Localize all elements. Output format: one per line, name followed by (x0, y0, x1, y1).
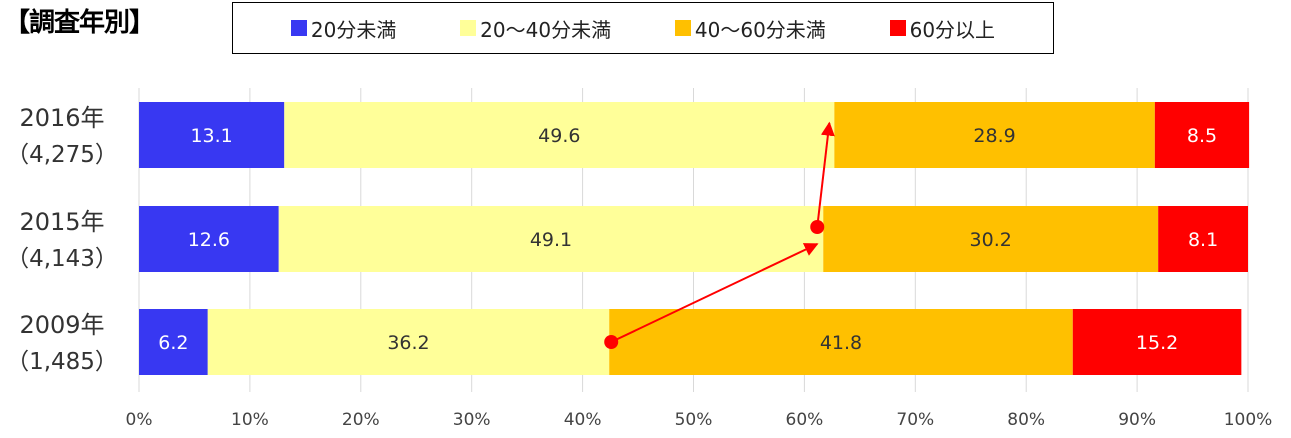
legend-swatch (674, 20, 691, 36)
trend-point (604, 335, 619, 349)
x-tick-label: 100% (1224, 410, 1273, 430)
chart-title: 【調査年別】 (4, 8, 155, 38)
bar-segment (834, 102, 1155, 168)
bar-segment (823, 206, 1159, 272)
data-label: 15.2 (1136, 332, 1178, 354)
data-label: 8.5 (1187, 125, 1217, 147)
bar-segment (278, 206, 824, 272)
x-tick-label: 70% (896, 410, 934, 430)
trend-point (810, 220, 825, 234)
category-year-label: 2009年 (19, 311, 104, 339)
legend-label: 20分未満 (310, 17, 397, 42)
bar-segment (139, 206, 279, 272)
trend-annotation (604, 121, 835, 349)
trend-arrow (816, 121, 835, 228)
bar-segment (1158, 206, 1248, 272)
bar-segment (284, 102, 835, 168)
legend-label: 60分以上 (909, 17, 996, 42)
legend-item: 40〜60分未満 (674, 14, 826, 43)
data-label: 49.6 (538, 125, 580, 147)
legend-swatch (460, 20, 477, 36)
x-tick-label: 50% (675, 410, 713, 430)
bar-segment (139, 102, 285, 168)
category-count-label: （1,485） (6, 349, 118, 375)
legend-item: 20〜40分未満 (460, 14, 611, 43)
x-axis-ticks: 0% 10% 20% 30% 40% 50% 60% 70% 80% 90% 100% (126, 410, 1273, 430)
x-tick-label: 10% (231, 410, 269, 430)
data-label: 28.9 (973, 125, 1015, 147)
data-label: 6.2 (158, 332, 188, 354)
category-labels: 2016年 （4,275） 2015年 （4,143） 2009年 （1,485） (6, 104, 118, 375)
data-label: 13.1 (190, 125, 232, 147)
bar-segment (207, 309, 610, 375)
category-year-label: 2015年 (19, 208, 104, 236)
data-labels: 13.1 49.6 28.9 8.5 12.6 49.1 30.2 8.1 6.2 36.2 41.… (158, 125, 1218, 354)
data-label: 36.2 (387, 332, 429, 354)
bar-segment (609, 309, 1073, 375)
legend-swatch (290, 20, 307, 36)
category-count-label: （4,275） (6, 142, 118, 168)
bar-segment (1154, 102, 1250, 168)
legend: 20分未満 20〜40分未満 40〜60分未満 60分以上 (232, 2, 1054, 54)
x-tick-label: 60% (786, 410, 824, 430)
data-label: 30.2 (970, 229, 1012, 251)
data-label: 49.1 (530, 229, 572, 251)
x-tick-label: 30% (453, 410, 491, 430)
bars (139, 102, 1250, 375)
legend-label: 40〜60分未満 (694, 17, 826, 42)
legend-swatch (889, 20, 906, 36)
legend-label: 20〜40分未満 (480, 17, 612, 42)
bar-segment (1072, 309, 1242, 375)
x-tick-label: 90% (1118, 410, 1156, 430)
x-tick-label: 40% (564, 410, 602, 430)
trend-arrow (610, 243, 819, 343)
bar-segment (139, 309, 208, 375)
legend-item: 60分以上 (889, 14, 996, 43)
x-tick-label: 80% (1007, 410, 1045, 430)
category-year-label: 2016年 (19, 104, 104, 132)
data-label: 41.8 (820, 332, 862, 354)
data-label: 8.1 (1188, 229, 1218, 251)
data-label: 12.6 (188, 229, 230, 251)
x-tick-label: 0% (126, 410, 153, 430)
category-count-label: （4,143） (6, 246, 118, 272)
x-tick-label: 20% (342, 410, 380, 430)
legend-item: 20分未満 (290, 14, 397, 43)
